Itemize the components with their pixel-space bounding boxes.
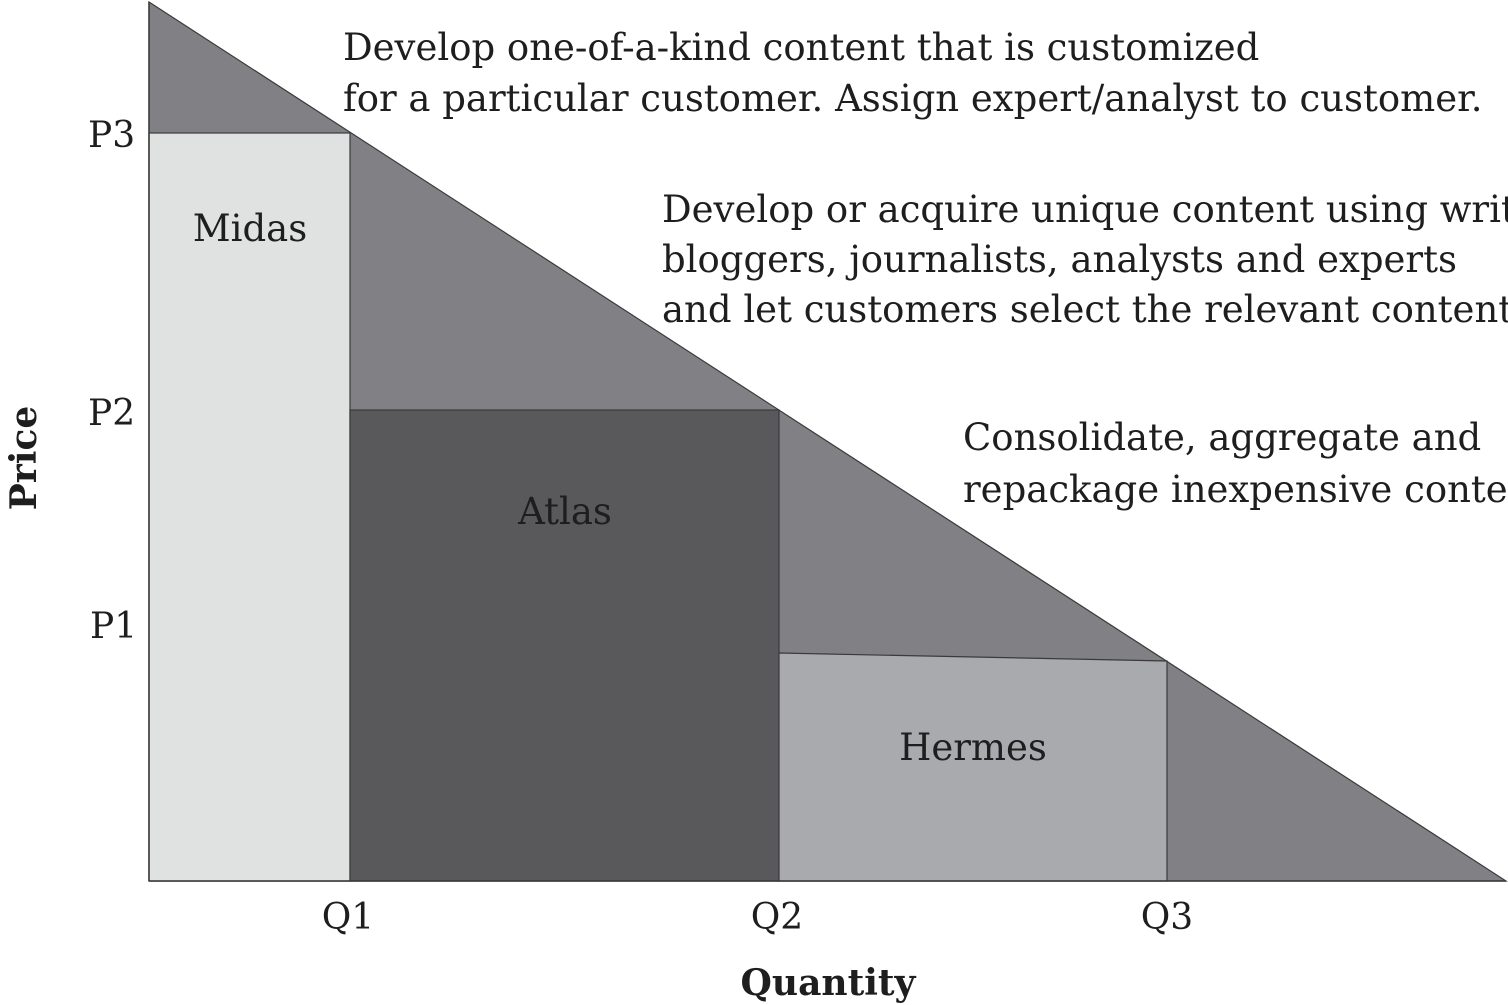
x-tick-q1: Q1 — [322, 897, 374, 938]
atlas-label: Atlas — [517, 490, 612, 533]
midas-label: Midas — [193, 207, 307, 250]
y-tick-p1: P1 — [90, 606, 137, 647]
x-axis-title: Quantity — [741, 962, 917, 1004]
note-middle-line-1: Develop or acquire unique content using … — [662, 188, 1508, 231]
hermes-label: Hermes — [899, 726, 1047, 769]
atlas-region — [350, 410, 779, 881]
note-bottom-line-1: Consolidate, aggregate and — [963, 416, 1481, 459]
x-tick-q3: Q3 — [1141, 897, 1193, 938]
note-middle-line-2: bloggers, journalists, analysts and expe… — [662, 238, 1457, 281]
note-top-line-2: for a particular customer. Assign expert… — [343, 77, 1483, 120]
note-middle-line-3: and let customers select the relevant co… — [662, 288, 1508, 331]
x-tick-q2: Q2 — [751, 897, 803, 938]
y-tick-p3: P3 — [88, 115, 135, 156]
y-tick-p2: P2 — [88, 393, 135, 434]
note-bottom-line-2: repackage inexpensive content. — [963, 468, 1508, 511]
note-top-line-1: Develop one-of-a-kind content that is cu… — [343, 26, 1259, 69]
y-axis-title: Price — [3, 406, 45, 511]
